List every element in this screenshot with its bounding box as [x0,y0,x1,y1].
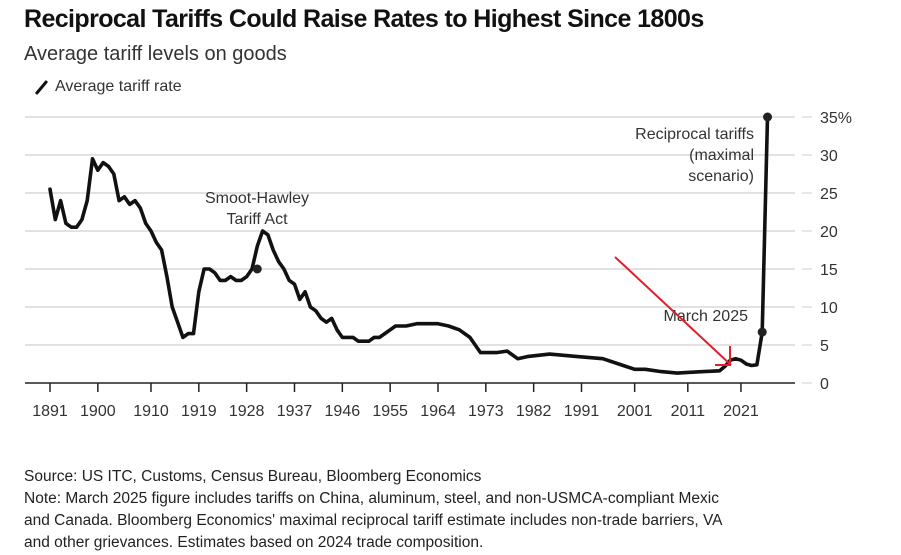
x-tick-label: 1937 [277,403,313,420]
chart-subtitle: Average tariff levels on goods [24,43,287,65]
y-tick-label: 30 [820,148,838,165]
note-line-1: Note: March 2025 figure includes tariffs… [24,490,719,507]
legend: Average tariff rate [34,78,182,96]
y-tick-label: 15 [820,262,838,279]
y-tick-label: 10 [820,300,838,317]
legend-label: Average tariff rate [55,78,182,95]
x-tick-label: 1964 [420,403,456,420]
x-tick-label: 1900 [80,403,116,420]
x-tick-label: 1919 [181,403,217,420]
note-line-3: and other grievances. Estimates based on… [24,534,484,551]
x-tick-label: 1891 [32,403,68,420]
x-tick-label: 2021 [723,403,759,420]
x-tick-label: 2001 [617,403,653,420]
annotation-reciprocal-2: (maximal [689,147,754,164]
series-line-average-tariff-rate [48,115,770,375]
marker-dot [252,264,262,274]
y-tick-label: 25 [820,186,838,203]
red-arrow-overlay [614,256,732,366]
y-tick-label: 5 [820,338,829,355]
marker-dot [763,112,773,122]
x-tick-label: 1991 [564,403,600,420]
y-tick-label: 0 [820,376,829,393]
x-tick-label: 1973 [468,403,504,420]
footer: Source: US ITC, Customs, Census Bureau, … [24,466,901,554]
annotation-smoot-hawley-2: Tariff Act [226,211,288,228]
note-line-2: and Canada. Bloomberg Economics' maximal… [24,512,723,529]
y-tick-label: 35% [820,110,852,127]
x-tick-label: 1910 [133,403,169,420]
x-tick-label: 1982 [516,403,552,420]
x-tick-label: 2011 [671,403,706,420]
y-tick-label: 20 [820,224,838,241]
annotation-reciprocal-3: scenario) [688,168,754,185]
marker-dot [757,327,767,337]
annotation-smoot-hawley-1: Smoot-Hawley [205,190,309,207]
x-tick-label: 1946 [325,403,361,420]
source-text: Source: US ITC, Customs, Census Bureau, … [24,468,482,485]
x-tick-label: 1928 [229,403,265,420]
x-tick-label: 1955 [372,403,408,420]
annotation-march-2025: March 2025 [664,308,749,325]
chart-title: Reciprocal Tariffs Could Raise Rates to … [24,5,704,33]
annotations: Smoot-Hawley Tariff Act Reciprocal tarif… [205,126,754,325]
annotation-reciprocal-1: Reciprocal tariffs [635,126,754,143]
